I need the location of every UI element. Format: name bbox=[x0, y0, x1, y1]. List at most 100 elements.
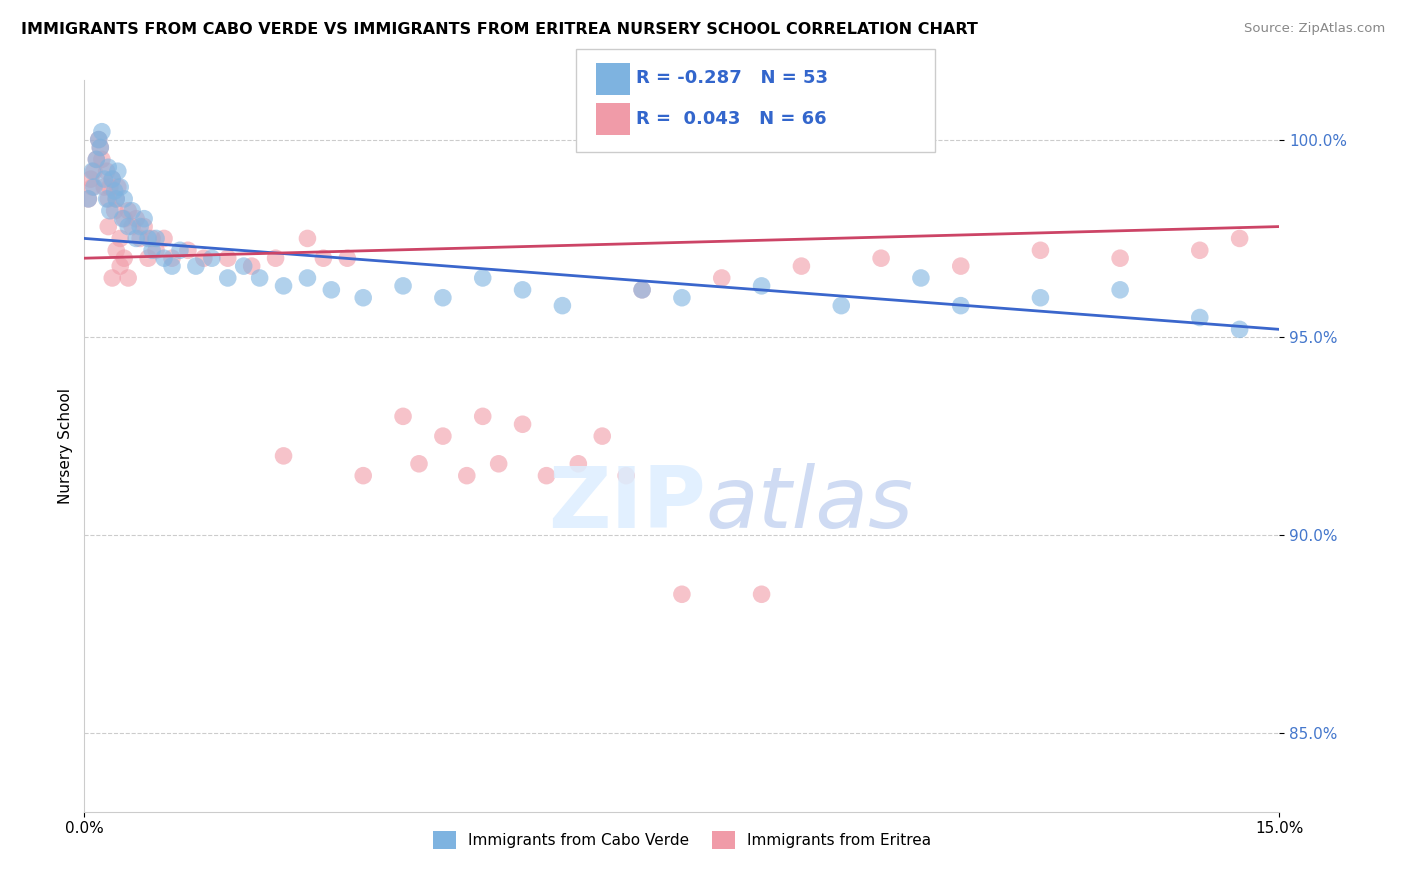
Point bbox=[111, 211, 134, 226]
Point bbox=[273, 278, 295, 293]
Point bbox=[86, 153, 108, 167]
Point bbox=[112, 211, 135, 226]
Point bbox=[121, 203, 143, 218]
Point bbox=[631, 283, 654, 297]
Point bbox=[105, 192, 128, 206]
Point bbox=[107, 180, 129, 194]
Point bbox=[86, 153, 108, 167]
Point bbox=[129, 219, 152, 234]
Point bbox=[949, 299, 972, 313]
Point bbox=[217, 251, 239, 265]
Point bbox=[1109, 251, 1132, 265]
Text: Source: ZipAtlas.com: Source: ZipAtlas.com bbox=[1244, 22, 1385, 36]
Point bbox=[392, 409, 415, 424]
Point bbox=[870, 251, 893, 265]
Point bbox=[160, 259, 183, 273]
Point bbox=[567, 457, 589, 471]
Point bbox=[132, 219, 156, 234]
Point bbox=[98, 203, 121, 218]
Point bbox=[117, 271, 139, 285]
Point bbox=[101, 271, 124, 285]
Point bbox=[830, 299, 852, 313]
Point bbox=[136, 231, 159, 245]
Point bbox=[249, 271, 271, 285]
Point bbox=[93, 180, 115, 194]
Point bbox=[201, 251, 224, 265]
Point bbox=[177, 244, 200, 258]
Text: IMMIGRANTS FROM CABO VERDE VS IMMIGRANTS FROM ERITREA NURSERY SCHOOL CORRELATION: IMMIGRANTS FROM CABO VERDE VS IMMIGRANTS… bbox=[21, 22, 979, 37]
Point bbox=[264, 251, 287, 265]
Point bbox=[112, 192, 135, 206]
Text: R = -0.287   N = 53: R = -0.287 N = 53 bbox=[636, 70, 828, 87]
Point bbox=[184, 259, 207, 273]
Point bbox=[125, 211, 148, 226]
Point bbox=[336, 251, 359, 265]
Point bbox=[1229, 231, 1251, 245]
Point bbox=[129, 231, 152, 245]
Point bbox=[121, 219, 143, 234]
Point bbox=[392, 278, 415, 293]
Point bbox=[96, 164, 118, 178]
Point bbox=[93, 172, 115, 186]
Point bbox=[751, 278, 773, 293]
Point bbox=[117, 203, 139, 218]
Point bbox=[80, 172, 103, 186]
Point bbox=[232, 259, 254, 273]
Point bbox=[536, 468, 558, 483]
Point bbox=[125, 231, 148, 245]
Point bbox=[1029, 291, 1052, 305]
Point bbox=[614, 468, 637, 483]
Point bbox=[87, 132, 110, 146]
Point bbox=[160, 251, 183, 265]
Point bbox=[87, 132, 110, 146]
Point bbox=[193, 251, 215, 265]
Point bbox=[97, 161, 120, 175]
Point bbox=[1029, 244, 1052, 258]
Point bbox=[90, 125, 112, 139]
Point bbox=[1229, 322, 1251, 336]
Point bbox=[117, 219, 139, 234]
Point bbox=[89, 140, 111, 154]
Point bbox=[321, 283, 343, 297]
Point bbox=[110, 180, 132, 194]
Point bbox=[97, 192, 120, 206]
Point bbox=[97, 219, 120, 234]
Point bbox=[790, 259, 813, 273]
Point bbox=[456, 468, 478, 483]
Point bbox=[671, 587, 693, 601]
Point bbox=[671, 291, 693, 305]
Point bbox=[297, 231, 319, 245]
Point bbox=[107, 164, 129, 178]
Point bbox=[949, 259, 972, 273]
Point bbox=[910, 271, 932, 285]
Point bbox=[83, 164, 105, 178]
Point bbox=[104, 184, 127, 198]
Point bbox=[432, 429, 454, 443]
Point bbox=[153, 251, 176, 265]
Point bbox=[591, 429, 613, 443]
Point bbox=[408, 457, 430, 471]
Point bbox=[101, 172, 124, 186]
Point bbox=[471, 271, 494, 285]
Point bbox=[77, 192, 100, 206]
Point bbox=[110, 259, 132, 273]
Point bbox=[512, 283, 534, 297]
Point bbox=[432, 291, 454, 305]
Point bbox=[90, 153, 112, 167]
Point bbox=[141, 244, 163, 258]
Point bbox=[312, 251, 335, 265]
Point bbox=[145, 231, 167, 245]
Point bbox=[89, 140, 111, 154]
Point bbox=[145, 244, 167, 258]
Legend: Immigrants from Cabo Verde, Immigrants from Eritrea: Immigrants from Cabo Verde, Immigrants f… bbox=[426, 824, 938, 855]
Point bbox=[1109, 283, 1132, 297]
Point bbox=[105, 244, 128, 258]
Point bbox=[551, 299, 574, 313]
Point bbox=[751, 587, 773, 601]
Point bbox=[1188, 244, 1211, 258]
Point bbox=[488, 457, 510, 471]
Point bbox=[1188, 310, 1211, 325]
Point bbox=[96, 192, 118, 206]
Point bbox=[110, 231, 132, 245]
Point bbox=[471, 409, 494, 424]
